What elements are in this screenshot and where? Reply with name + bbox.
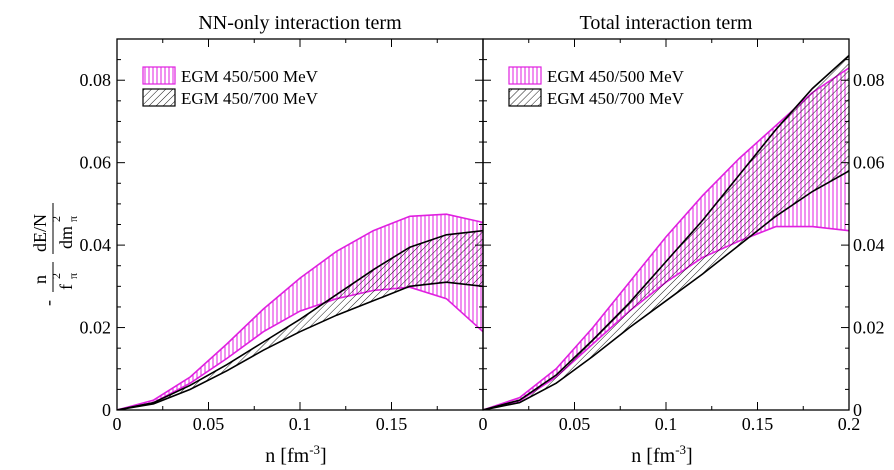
x-axis-label-sup: -3 — [309, 442, 320, 457]
x-axis-label-main: n [fm — [265, 445, 309, 467]
y-label-dm: dm — [56, 226, 76, 249]
band-upper-line-2 — [483, 54, 849, 410]
panel-nn-only: NN-only interaction term 0 0.05 0.1 0.15 0 0.0… — [80, 12, 484, 467]
y-tick-label: 0.06 — [853, 153, 885, 173]
x-axis-label: n [fm-3] — [265, 442, 326, 467]
legend-swatch-2 — [142, 88, 176, 107]
y-tick-label: 0.06 — [80, 153, 112, 173]
x-tick-label: 0 — [113, 414, 122, 434]
band-lower-line-2 — [117, 281, 483, 410]
band-fill-2 — [483, 55, 849, 410]
band-lower-line-1 — [117, 286, 483, 410]
y-axis-label: - n f 2 π dE/N dm 2 π — [30, 203, 80, 306]
legend-label-2: EGM 450/700 MeV — [181, 89, 319, 108]
band-upper-line-1 — [117, 213, 483, 410]
bands — [117, 213, 483, 410]
x-tick-label: 0.15 — [742, 414, 774, 434]
x-tick-label: 0.15 — [376, 414, 408, 434]
x-tick-label: 0.05 — [559, 414, 591, 434]
y-tick-label: 0.08 — [80, 70, 112, 90]
y-label-dm-sub: π — [66, 216, 80, 222]
y-label-f: f — [56, 284, 76, 290]
chart-title: NN-only interaction term — [198, 12, 402, 34]
y-tick-label: 0.04 — [80, 235, 112, 255]
legend-label-2: EGM 450/700 MeV — [547, 89, 685, 108]
y-label-f-sub: π — [66, 273, 80, 279]
x-tick-label: 0.2 — [838, 414, 861, 434]
x-tick-label: 0 — [479, 414, 488, 434]
y-tick-label: 0 — [853, 400, 862, 420]
x-tick-label: 0.05 — [193, 414, 225, 434]
y-label-n: n — [30, 275, 50, 284]
band-fill-2 — [117, 230, 483, 410]
x-axis-label-end: ] — [686, 445, 693, 467]
legend-label-1: EGM 450/500 MeV — [181, 67, 319, 86]
y-tick-label: 0 — [102, 400, 111, 420]
band-upper-line-1 — [483, 67, 849, 410]
legend: EGM 450/500 MeV EGM 450/700 MeV — [142, 66, 319, 108]
bands — [483, 54, 849, 410]
legend-swatch-1 — [508, 66, 542, 85]
y-label-dEN: dE/N — [30, 214, 50, 252]
y-label-dm-sup: 2 — [49, 216, 63, 222]
legend-swatch-2 — [508, 88, 542, 107]
legend-swatch-1 — [142, 66, 176, 85]
x-tick-label: 0.1 — [655, 414, 678, 434]
band-upper-line-2 — [117, 229, 483, 410]
x-axis-label-end: ] — [320, 445, 327, 467]
y-tick-label: 0.02 — [80, 318, 112, 338]
chart-title: Total interaction term — [580, 12, 753, 34]
y-tick-label: 0.02 — [853, 318, 885, 338]
y-tick-label: 0.04 — [853, 235, 885, 255]
x-tick-label: 0.1 — [289, 414, 312, 434]
y-label-minus: - — [38, 300, 58, 306]
x-axis-label: n [fm-3] — [631, 442, 692, 467]
legend-label-1: EGM 450/500 MeV — [547, 67, 685, 86]
y-label-f-sup: 2 — [49, 273, 63, 279]
band-lower-line-2 — [483, 170, 849, 410]
x-axis-label-sup: -3 — [675, 442, 686, 457]
legend: EGM 450/500 MeV EGM 450/700 MeV — [508, 66, 685, 108]
y-tick-label: 0.08 — [853, 70, 885, 90]
x-axis-label-main: n [fm — [631, 445, 675, 467]
